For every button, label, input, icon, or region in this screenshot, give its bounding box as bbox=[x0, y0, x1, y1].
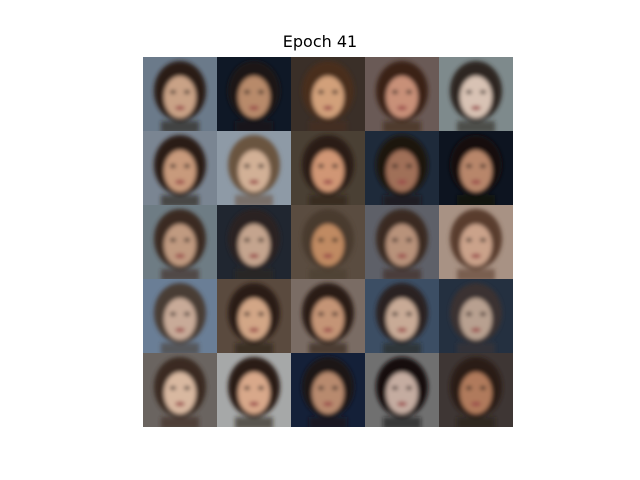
generated-face-tile bbox=[217, 279, 291, 353]
generated-face-tile bbox=[291, 205, 365, 279]
generated-face-tile bbox=[217, 205, 291, 279]
generated-face-tile bbox=[365, 353, 439, 427]
generated-face-tile bbox=[217, 131, 291, 205]
generated-face-tile bbox=[143, 279, 217, 353]
generated-face-tile bbox=[439, 57, 513, 131]
generated-face-tile bbox=[439, 279, 513, 353]
generated-face-tile bbox=[439, 205, 513, 279]
figure-title: Epoch 41 bbox=[282, 32, 358, 51]
generated-face-tile bbox=[143, 57, 217, 131]
generated-face-tile bbox=[143, 131, 217, 205]
generated-face-tile bbox=[217, 353, 291, 427]
generated-face-tile bbox=[365, 57, 439, 131]
generated-face-grid bbox=[143, 57, 513, 427]
generated-face-tile bbox=[291, 279, 365, 353]
generated-face-tile bbox=[365, 205, 439, 279]
generated-face-tile bbox=[291, 131, 365, 205]
generated-face-tile bbox=[217, 57, 291, 131]
generated-face-tile bbox=[291, 353, 365, 427]
generated-face-tile bbox=[291, 57, 365, 131]
generated-face-tile bbox=[143, 353, 217, 427]
generated-face-tile bbox=[439, 353, 513, 427]
generated-face-tile bbox=[439, 131, 513, 205]
generated-face-tile bbox=[143, 205, 217, 279]
generated-face-tile bbox=[365, 279, 439, 353]
generated-face-tile bbox=[365, 131, 439, 205]
